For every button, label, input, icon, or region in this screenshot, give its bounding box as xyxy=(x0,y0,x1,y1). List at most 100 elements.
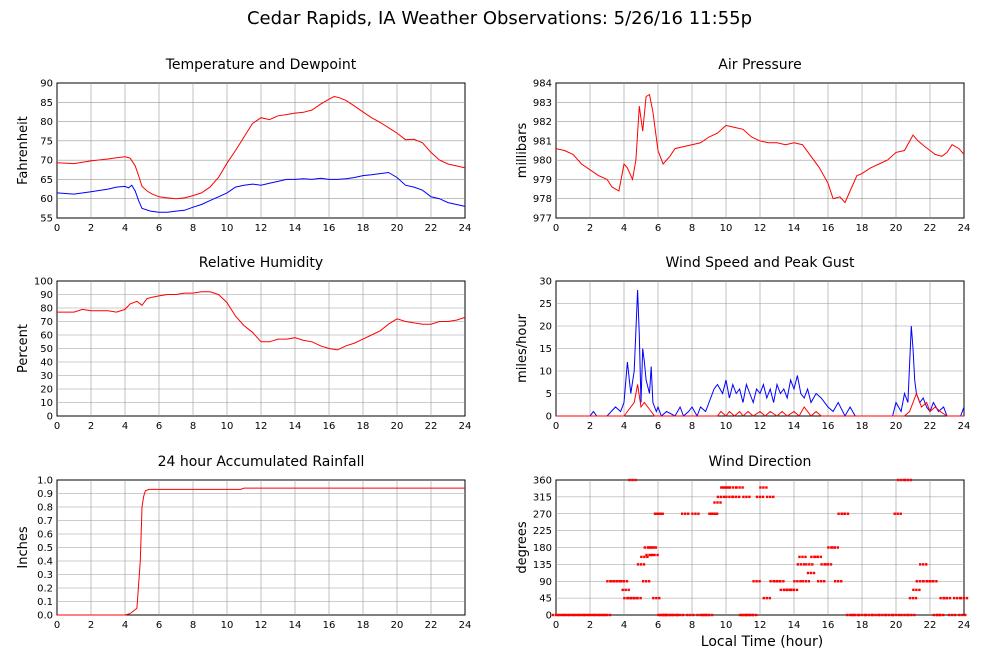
data-point xyxy=(572,613,575,617)
data-point xyxy=(554,613,558,617)
data-point xyxy=(888,613,891,617)
data-point xyxy=(779,580,782,583)
y-tick-label: 0 xyxy=(546,611,552,622)
data-point xyxy=(575,613,578,617)
data-point xyxy=(662,613,665,617)
data-point xyxy=(684,512,687,515)
data-point xyxy=(631,478,634,482)
data-point xyxy=(641,580,645,583)
data-point xyxy=(758,580,761,583)
chart-title: Wind Direction xyxy=(709,454,812,470)
x-tick-label: 24 xyxy=(459,223,472,234)
data-point xyxy=(681,512,684,515)
x-tick-label: 16 xyxy=(323,223,336,234)
data-point xyxy=(796,563,799,566)
data-point xyxy=(851,613,854,617)
data-point xyxy=(910,613,913,617)
data-point xyxy=(740,613,743,617)
data-point xyxy=(659,512,663,515)
y-axis-label: millibars xyxy=(515,123,530,179)
data-point xyxy=(959,596,963,600)
x-tick-label: 4 xyxy=(621,620,627,631)
x-tick-label: 6 xyxy=(655,421,661,432)
data-point xyxy=(627,588,630,592)
data-point xyxy=(752,613,755,617)
x-tick-label: 14 xyxy=(289,421,302,432)
data-point xyxy=(621,588,624,592)
x-tick-label: 2 xyxy=(587,421,593,432)
x-tick-label: 16 xyxy=(323,620,336,631)
data-point xyxy=(650,546,653,549)
y-tick-label: 180 xyxy=(533,543,552,554)
data-point xyxy=(616,580,619,583)
data-point xyxy=(728,486,731,489)
data-point xyxy=(728,495,731,499)
data-point xyxy=(628,478,631,482)
y-tick-label: 5 xyxy=(546,389,552,400)
x-tick-label: 22 xyxy=(425,620,438,631)
data-point xyxy=(953,596,956,600)
data-point xyxy=(823,580,826,583)
x-tick-label: 18 xyxy=(357,421,370,432)
data-point xyxy=(786,588,789,592)
data-point xyxy=(919,563,922,566)
y-tick-label: 15 xyxy=(539,344,552,355)
data-point xyxy=(577,613,580,617)
data-point xyxy=(738,613,742,617)
data-point xyxy=(878,613,881,617)
data-point xyxy=(823,563,827,566)
chart-title: Wind Speed and Peak Gust xyxy=(666,255,855,271)
data-point xyxy=(909,478,913,482)
data-point xyxy=(843,512,847,515)
data-point xyxy=(562,613,565,617)
x-tick-label: 6 xyxy=(156,620,162,631)
data-point xyxy=(908,596,912,600)
y-tick-label: 225 xyxy=(533,526,552,537)
data-point xyxy=(559,613,563,617)
y-tick-label: 0.9 xyxy=(37,489,53,500)
y-tick-label: 20 xyxy=(40,385,53,396)
data-point xyxy=(829,563,833,566)
x-tick-label: 14 xyxy=(289,620,302,631)
y-tick-label: 45 xyxy=(539,594,552,605)
data-point xyxy=(656,553,659,557)
data-point xyxy=(826,563,830,566)
x-tick-label: 8 xyxy=(689,620,695,631)
data-point xyxy=(809,571,813,575)
data-point xyxy=(719,501,722,504)
x-tick-label: 6 xyxy=(655,620,661,631)
data-point xyxy=(723,486,726,489)
data-point xyxy=(722,495,726,499)
y-tick-label: 90 xyxy=(539,577,552,588)
x-tick-label: 0 xyxy=(54,620,60,631)
y-tick-label: 0.6 xyxy=(37,530,53,541)
data-point xyxy=(692,613,695,617)
data-point xyxy=(707,613,711,617)
data-point xyxy=(929,580,932,583)
data-point xyxy=(922,563,925,566)
y-tick-label: 0 xyxy=(47,412,53,423)
data-point xyxy=(658,512,661,515)
data-point xyxy=(765,596,768,600)
x-tick-label: 16 xyxy=(822,421,835,432)
data-point xyxy=(699,613,702,617)
data-point xyxy=(947,613,951,617)
x-tick-label: 20 xyxy=(391,421,404,432)
y-tick-label: 0.0 xyxy=(37,611,53,622)
data-point xyxy=(608,613,612,617)
data-point xyxy=(913,613,916,617)
data-point xyxy=(595,613,598,617)
data-point xyxy=(686,613,689,617)
x-tick-label: 10 xyxy=(221,421,234,432)
data-point xyxy=(903,478,907,482)
data-point xyxy=(725,495,728,499)
data-point xyxy=(735,486,738,489)
data-point xyxy=(956,596,959,600)
y-tick-label: 30 xyxy=(40,371,53,382)
data-point xyxy=(749,613,752,617)
data-point xyxy=(819,555,822,559)
data-point xyxy=(626,596,629,600)
x-tick-label: 20 xyxy=(391,620,404,631)
x-tick-label: 10 xyxy=(720,421,733,432)
